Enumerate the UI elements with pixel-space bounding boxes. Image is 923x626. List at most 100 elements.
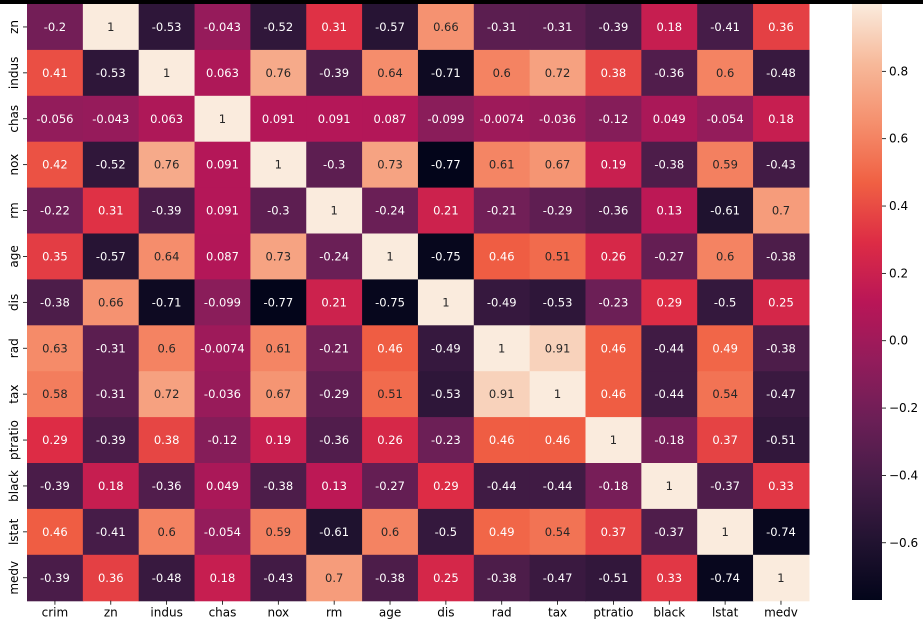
heatmap-cell-label: -0.043: [92, 112, 129, 126]
heatmap-cell: [82, 141, 140, 189]
heatmap-cell: [641, 325, 698, 372]
heatmap-cell-label: -0.31: [543, 20, 573, 34]
heatmap-cell: [138, 233, 196, 280]
heatmap-cell-label: -0.3: [323, 158, 345, 172]
heatmap-cell-label: 0.49: [712, 341, 738, 355]
heatmap-cell-label: -0.53: [543, 295, 573, 309]
heatmap-cell: [641, 279, 698, 326]
heatmap-cell: [82, 4, 140, 51]
heatmap-cell: [585, 233, 642, 280]
heatmap-cell: [194, 187, 251, 235]
heatmap-cell: [697, 187, 754, 235]
heatmap-cell: [417, 95, 475, 143]
heatmap-cell-label: -0.47: [766, 387, 796, 401]
heatmap-cell-label: -0.39: [319, 66, 349, 80]
heatmap-cell-label: 0.26: [601, 249, 627, 263]
heatmap-cell: [250, 279, 307, 326]
heatmap-cell-label: -0.48: [766, 66, 796, 80]
y-tick-label: black: [7, 470, 21, 502]
heatmap-cell-label: 0.46: [42, 525, 68, 539]
heatmap-cell-label: -0.12: [599, 112, 629, 126]
heatmap-cell-label: -0.12: [208, 433, 238, 447]
heatmap-cell: [529, 95, 587, 143]
heatmap-cell: [753, 187, 810, 235]
heatmap-cell: [473, 95, 531, 143]
heatmap-cell-label: -0.52: [263, 20, 293, 34]
x-tick-label: dis: [437, 606, 454, 620]
heatmap-cell: [250, 49, 307, 97]
heatmap-cell: [417, 233, 475, 280]
heatmap-cell-label: -0.71: [152, 295, 182, 309]
heatmap-cell: [27, 463, 84, 510]
heatmap-cell: [362, 508, 419, 556]
heatmap-cell: [585, 279, 642, 326]
heatmap-cell: [641, 233, 698, 280]
heatmap-cell-label: -0.043: [204, 20, 241, 34]
heatmap-cell: [306, 187, 363, 235]
heatmap-cell-label: 0.63: [42, 341, 68, 355]
heatmap-cell: [585, 49, 642, 97]
heatmap-cell-label: -0.38: [263, 479, 293, 493]
top-border-strip: [0, 0, 923, 4]
heatmap-cell: [417, 279, 475, 326]
heatmap-cell: [473, 417, 531, 464]
heatmap-cell: [362, 95, 419, 143]
heatmap-cell: [641, 141, 698, 189]
heatmap-cell: [362, 49, 419, 97]
heatmap-cell-label: -0.49: [487, 295, 517, 309]
heatmap-cell: [697, 279, 754, 326]
heatmap-cell: [697, 554, 754, 602]
heatmap-cell: [473, 508, 531, 556]
heatmap-cell: [697, 233, 754, 280]
heatmap-cell: [585, 508, 642, 556]
heatmap-cell: [417, 371, 475, 418]
heatmap-cell-label: 0.91: [545, 341, 571, 355]
heatmap-cell-label: 0.091: [206, 158, 239, 172]
x-tick-label: rm: [326, 606, 342, 620]
heatmap-cell-label: 1: [275, 158, 282, 172]
heatmap-cell: [362, 4, 419, 51]
heatmap-cell: [27, 279, 84, 326]
heatmap-cell-label: -0.38: [766, 249, 796, 263]
heatmap-cell: [697, 141, 754, 189]
heatmap-cell: [306, 371, 363, 418]
heatmap-cell-label: 0.46: [489, 433, 515, 447]
heatmap-cell: [362, 187, 419, 235]
heatmap-cell-label: -0.43: [263, 571, 293, 585]
heatmap-cell-label: -0.77: [263, 295, 293, 309]
heatmap-cell-label: -0.31: [96, 341, 126, 355]
heatmap-cell-label: 0.19: [266, 433, 292, 447]
heatmap-cell: [753, 463, 810, 510]
heatmap-cell: [753, 279, 810, 326]
heatmap-cell-label: 0.42: [42, 158, 68, 172]
heatmap-cell-label: 0.29: [656, 295, 682, 309]
heatmap-cell-label: -0.24: [375, 204, 405, 218]
heatmap-cell-label: 0.54: [545, 525, 571, 539]
heatmap-cell-label: 0.61: [266, 341, 292, 355]
heatmap-cell-label: -0.37: [654, 525, 684, 539]
heatmap-cell: [362, 279, 419, 326]
heatmap-cell-label: -0.36: [319, 433, 349, 447]
heatmap-cell: [306, 463, 363, 510]
heatmap-cell: [250, 187, 307, 235]
heatmap-cell: [585, 187, 642, 235]
heatmap-cell: [250, 141, 307, 189]
heatmap-cell-label: -0.39: [599, 20, 629, 34]
heatmap-cell: [417, 508, 475, 556]
heatmap-cell-label: 0.33: [768, 479, 794, 493]
y-tick-label: ptratio: [7, 420, 21, 460]
heatmap-cell-label: -0.44: [654, 341, 684, 355]
heatmap-cell: [529, 463, 587, 510]
heatmap-cell: [250, 4, 307, 51]
x-tick-label: crim: [42, 606, 69, 620]
heatmap-cell: [306, 95, 363, 143]
y-axis-ticks: zn indus chas nox rm age dis rad tax ptratio black…: [7, 20, 27, 595]
x-tick-label: chas: [209, 606, 237, 620]
heatmap-cell-label: 0.091: [206, 204, 239, 218]
heatmap-cell-label: -0.23: [431, 433, 461, 447]
colorbar-tick-label: −0.6: [889, 536, 918, 550]
heatmap-cell: [641, 4, 698, 51]
heatmap-cell: [194, 95, 251, 143]
heatmap-cell-label: -0.054: [204, 525, 241, 539]
